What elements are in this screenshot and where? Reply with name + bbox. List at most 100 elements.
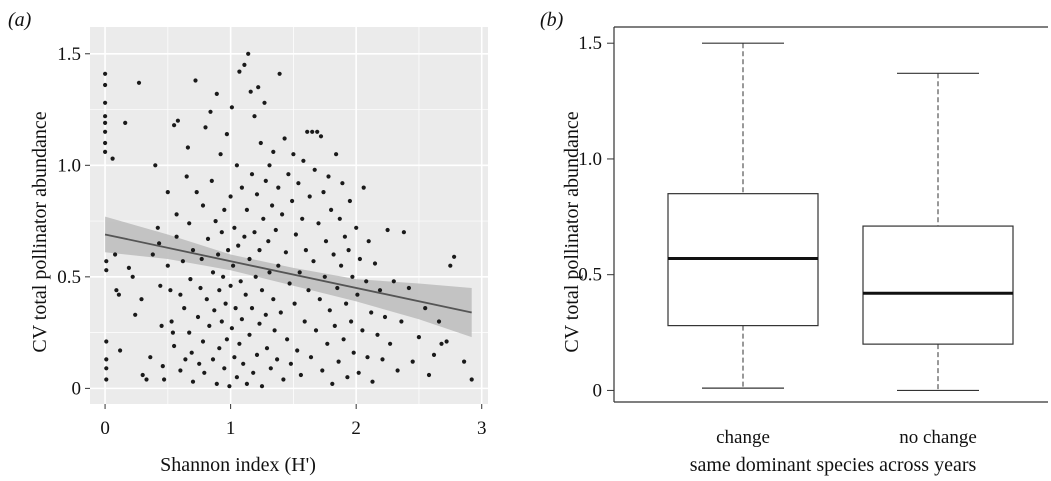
panel-a-data-point xyxy=(263,178,268,183)
panel-a-data-point xyxy=(189,350,194,355)
panel-a-data-point xyxy=(195,314,201,320)
panel-a-data-point xyxy=(426,372,432,378)
panel-a-data-point xyxy=(385,227,390,233)
panel-a-data-point xyxy=(285,337,290,342)
panel-a-data-point xyxy=(290,198,295,204)
panel-a-data-point xyxy=(246,51,251,56)
panel-a-data-point xyxy=(174,234,179,239)
panel-a-data-point xyxy=(226,248,231,253)
panel-a-data-point xyxy=(262,100,267,105)
panel-a-data-point xyxy=(444,339,449,344)
panel-a-data-point xyxy=(305,129,310,134)
panel-b-box-no-change xyxy=(862,72,1014,392)
panel-a-data-point xyxy=(178,368,183,373)
panel-a-data-point xyxy=(448,263,453,268)
panel-a-data-point xyxy=(364,279,369,284)
panel-a-data-point xyxy=(247,332,252,337)
panel-a-data-point xyxy=(257,248,262,253)
panel-a-data-point xyxy=(341,337,346,342)
panel-a-data-point xyxy=(103,140,108,146)
panel-a-data-point xyxy=(361,185,366,190)
panel-a-data-point xyxy=(320,368,325,373)
panel-a-data-point xyxy=(357,256,362,262)
panel-a-y-tick-label: 1.0 xyxy=(57,155,81,176)
panel-a-data-point xyxy=(234,375,239,380)
panel-b-iqr-box xyxy=(862,225,1014,345)
panel-a-data-point xyxy=(337,216,342,221)
panel-a-data-point xyxy=(257,321,262,326)
panel-a-data-point xyxy=(133,312,138,317)
panel-a-data-point xyxy=(270,203,275,208)
panel-a-data-point xyxy=(155,225,160,230)
panel-a-data-point xyxy=(148,355,153,360)
panel-a-confidence-band xyxy=(105,216,472,338)
panel-a-data-point xyxy=(222,207,227,212)
panel-a-data-point xyxy=(104,377,109,382)
panel-a-data-point xyxy=(175,118,180,123)
panel-a-data-point xyxy=(239,185,244,190)
panel-a-data-point xyxy=(302,319,307,324)
panel-a-data-point xyxy=(217,288,222,293)
panel-a-data-point xyxy=(271,149,276,154)
panel-a-data-point xyxy=(236,243,241,248)
panel-a-data-point xyxy=(168,288,173,293)
panel-a-data-point xyxy=(228,283,233,288)
panel-a-data-point xyxy=(110,156,115,161)
panel-a-data-point xyxy=(301,158,306,163)
panel-a-data-point xyxy=(380,357,385,362)
panel-a-data-point xyxy=(313,328,319,333)
panel-a-data-point xyxy=(277,71,282,76)
panel-a-data-point xyxy=(416,335,421,340)
panel-a-data-point xyxy=(233,306,238,311)
panel-a-data-point xyxy=(249,172,255,177)
panel-a-data-point xyxy=(182,306,187,311)
panel-a-data-point xyxy=(232,225,237,230)
panel-a-data-point xyxy=(194,190,199,195)
panel-a-data-point xyxy=(229,105,234,110)
panel-a-data-point xyxy=(198,285,203,291)
panel-a-data-point xyxy=(185,145,190,150)
panel-a-y-tick-label: 0.5 xyxy=(57,267,81,288)
panel-b-x-axis-title: same dominant species across years xyxy=(690,454,977,476)
panel-a-data-point xyxy=(252,230,257,235)
panel-a-data-point xyxy=(224,132,229,137)
panel-a-data-point xyxy=(297,270,302,275)
panel-a-data-point xyxy=(271,297,276,302)
panel-a-data-point xyxy=(199,256,204,262)
panel-a-data-point xyxy=(382,314,388,320)
panel-a-data-point xyxy=(264,346,270,351)
panel-a-data-point xyxy=(261,216,266,221)
panel-a-data-point xyxy=(244,207,249,212)
panel-a-data-point xyxy=(321,190,326,195)
panel-a-data-point xyxy=(204,297,209,302)
panel-a-data-point xyxy=(234,163,239,168)
panel-a-data-point xyxy=(325,341,330,346)
panel-a-data-point xyxy=(312,167,317,172)
panel-a-data-point xyxy=(278,310,283,315)
panel-a-data-point xyxy=(172,343,177,349)
panel-a-data-point xyxy=(330,381,335,386)
panel-a-data-point xyxy=(315,129,320,134)
panel-b-box-change xyxy=(667,42,819,389)
panel-a-data-point xyxy=(104,366,109,371)
panel-a-regression-line xyxy=(104,233,472,314)
panel-a-data-point xyxy=(218,152,223,157)
panel-a-data-point xyxy=(286,172,291,177)
panel-a-gridlines xyxy=(90,27,488,404)
panel-a-data-point xyxy=(307,194,312,199)
panel-a-data-point xyxy=(126,265,131,270)
panel-a-data-point xyxy=(308,355,314,360)
panel-a-data-point xyxy=(103,114,108,119)
panel-a-data-point xyxy=(334,152,339,157)
panel-a-data-point xyxy=(267,163,272,168)
panel-a-data-point xyxy=(266,239,271,244)
panel-a-data-point xyxy=(401,230,406,235)
panel-b-category-label: no change xyxy=(899,427,977,448)
panel-a-data-point xyxy=(217,346,222,351)
panel-a-data-point xyxy=(160,364,165,369)
panel-a-data-point xyxy=(346,248,351,253)
panel-a-data-point xyxy=(347,198,352,204)
panel-a-data-point xyxy=(360,328,365,333)
panel-a-data-point xyxy=(436,319,442,324)
panel-a-data-point xyxy=(193,78,198,83)
